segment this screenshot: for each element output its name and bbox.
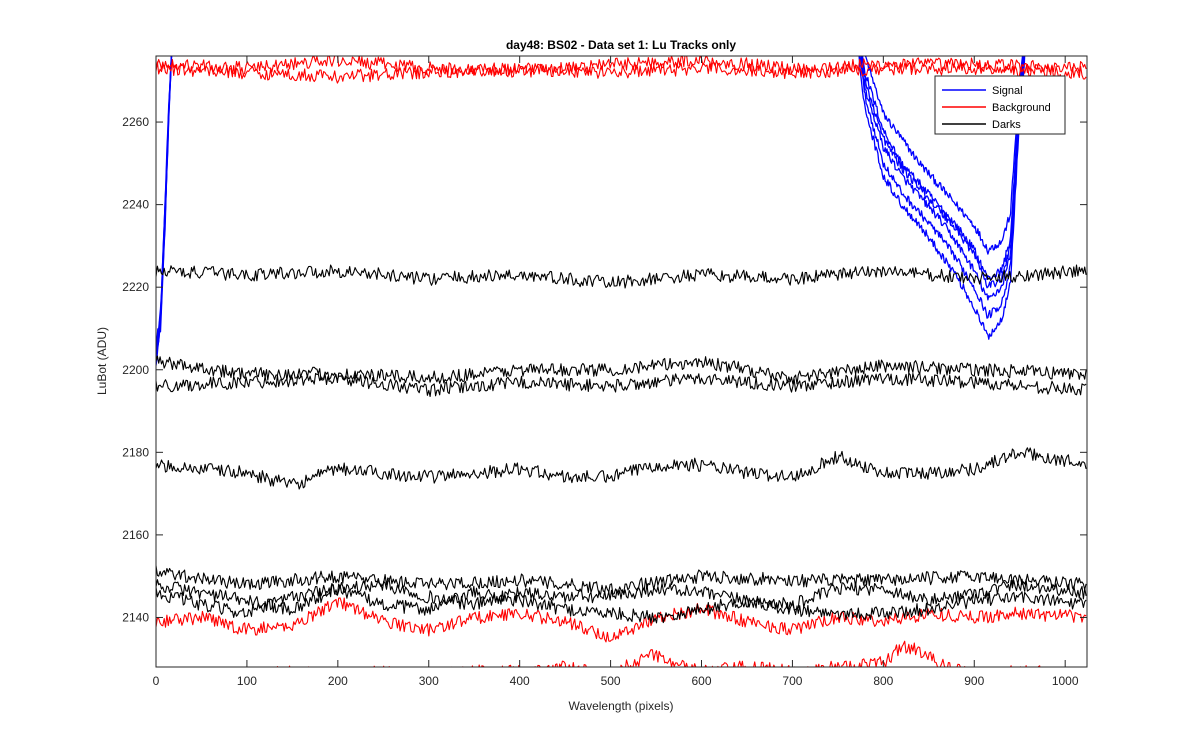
series-line-darks-16	[156, 582, 1087, 624]
y-tick-label: 2160	[122, 528, 149, 542]
y-tick-label: 2220	[122, 280, 149, 294]
y-tick-label: 2260	[122, 115, 149, 129]
x-tick-label: 900	[964, 674, 984, 688]
x-axis-label: Wavelength (pixels)	[569, 699, 674, 713]
series-line-darks-13	[156, 447, 1087, 490]
series-line-signal-5	[156, 56, 1025, 342]
x-tick-label: 0	[153, 674, 160, 688]
x-tick-label: 500	[601, 674, 621, 688]
y-tick-label: 2140	[122, 610, 149, 624]
y-tick-label: 2180	[122, 445, 149, 459]
series-line-background-9	[262, 640, 1041, 667]
x-tick-label: 800	[873, 674, 893, 688]
x-tick-label: 300	[419, 674, 439, 688]
legend: Signal Background Darks	[934, 75, 1066, 135]
x-tick-label: 600	[691, 674, 711, 688]
chart-title: day48: BS02 - Data set 1: Lu Tracks only	[506, 38, 736, 52]
x-tick-label: 200	[328, 674, 348, 688]
series-line-darks-15	[156, 577, 1087, 616]
x-tick-label: 1000	[1052, 674, 1079, 688]
series-line-background-6	[156, 56, 1087, 78]
legend-label-signal: Signal	[992, 85, 1023, 97]
series-layer	[156, 56, 1087, 667]
y-axis-label: LuBot (ADU)	[95, 327, 109, 395]
x-tick-label: 400	[510, 674, 530, 688]
series-line-background-8	[156, 597, 1087, 643]
x-tick-label: 100	[237, 674, 257, 688]
series-line-darks-14	[156, 565, 1087, 595]
y-tick-label: 2200	[122, 363, 149, 377]
y-tick-label: 2240	[122, 198, 149, 212]
series-line-background-7	[156, 61, 1087, 84]
series-line-darks-12	[156, 372, 1087, 398]
series-line-darks-11	[156, 355, 1087, 385]
legend-label-darks: Darks	[992, 119, 1021, 131]
plot-area	[155, 55, 1088, 668]
x-tick-label: 700	[782, 674, 802, 688]
ticks-layer: 0 100 200 300 400 500 600 700 800 900 1000 2140 2160…	[122, 56, 1087, 688]
series-line-darks-10	[156, 264, 1087, 289]
legend-label-background: Background	[992, 102, 1051, 114]
